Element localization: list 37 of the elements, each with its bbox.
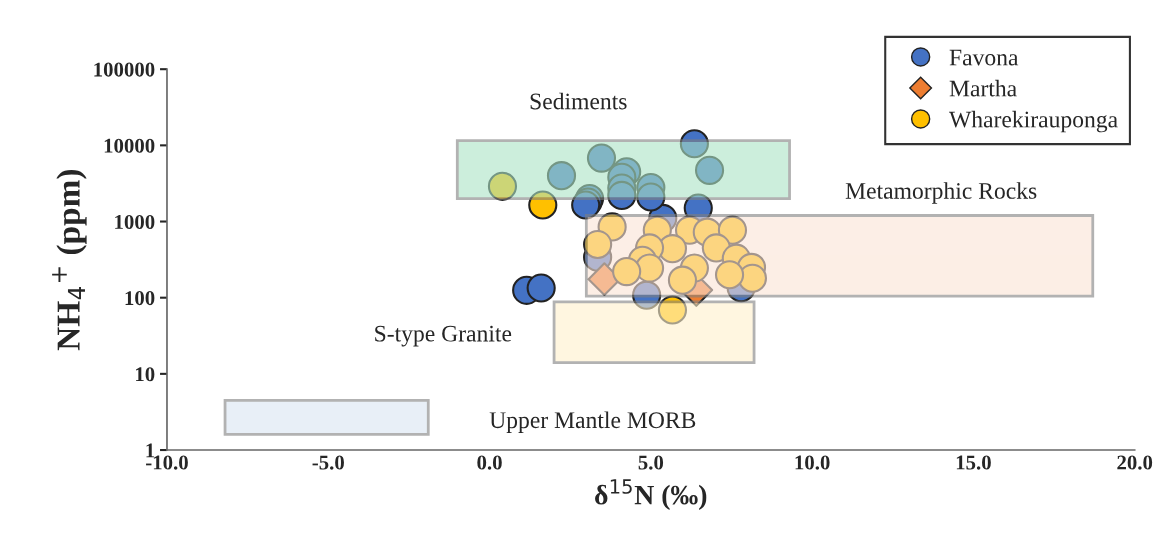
point	[657, 295, 688, 325]
point	[667, 265, 698, 295]
x-tick-label: 10.0	[795, 455, 830, 470]
x-tick-label: 0.0	[477, 455, 502, 470]
point	[586, 143, 617, 173]
y-axis-title: NH$_{4}$$^{+}$ (ppm)	[52, 170, 87, 351]
point	[714, 260, 745, 290]
annotation: Sediments	[530, 92, 627, 110]
y-tick-label: 100	[125, 291, 155, 306]
point	[546, 161, 577, 191]
point	[487, 171, 518, 201]
point	[526, 273, 556, 303]
annotation: Upper Mantle MORB	[489, 411, 696, 433]
point	[632, 280, 662, 310]
point	[679, 129, 709, 159]
legend-label: Favona	[949, 49, 1019, 66]
x-tick-label: 15.0	[956, 455, 991, 470]
point	[694, 155, 725, 185]
point	[717, 215, 748, 245]
x-tick-label: -5.0	[312, 455, 344, 470]
x-tick-label: 5.0	[638, 455, 664, 470]
point	[607, 180, 637, 211]
y-tick-label: 1000	[115, 214, 155, 229]
point	[737, 263, 768, 293]
x-tick-label: 20.0	[1117, 455, 1153, 470]
y-tick-label: 10000	[104, 138, 155, 153]
point	[528, 190, 558, 220]
x-axis-title: δ$^{15}$N (‰)	[595, 479, 707, 511]
annotation: Metamorphic Rocks	[845, 182, 1037, 204]
y-tick-label: 100000	[94, 62, 155, 77]
point	[612, 257, 642, 287]
point	[636, 182, 666, 212]
point	[583, 229, 613, 260]
legend-label: Martha	[949, 79, 1017, 97]
legend-label: Wharekirauponga	[949, 110, 1118, 133]
y-tick-label: 10	[136, 367, 155, 382]
annotation: S-type Granite	[375, 325, 512, 347]
